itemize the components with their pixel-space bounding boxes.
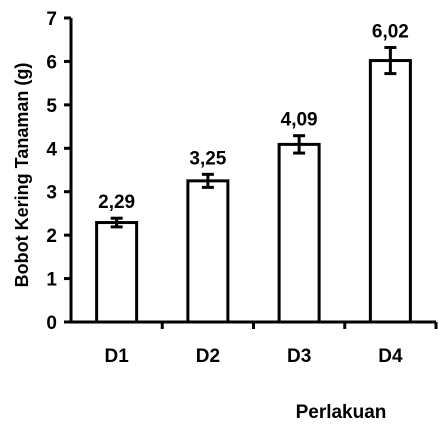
bars-group: 2,29 3,25 4,09 6,02 [95,22,412,324]
data-label-d2: 3,25 [189,148,226,169]
y-tick-label: 1 [46,270,57,291]
bar-d2 [186,179,230,324]
y-axis-ticks: 0 1 2 3 4 5 6 7 [46,9,71,334]
y-tick-label: 4 [46,139,57,160]
x-axis-label: Perlakuan [296,402,387,423]
y-tick-label: 2 [46,226,57,247]
y-tick-label: 6 [46,52,57,73]
y-tick-label: 7 [46,9,57,30]
data-label-d1: 2,29 [98,192,135,213]
y-tick-label: 3 [46,183,57,204]
y-tick-label: 0 [46,313,57,334]
data-label-d3: 4,09 [281,110,318,131]
bar-d1 [95,221,139,324]
y-tick-label: 5 [46,96,57,117]
x-tick-label-d3: D3 [287,346,311,367]
data-label-d4: 6,02 [372,22,409,43]
x-tick-label-d4: D4 [378,346,403,367]
x-tick-label-d2: D2 [196,346,220,367]
bar-d4 [368,59,412,324]
x-tick-label-d1: D1 [104,346,129,367]
x-axis-ticks: D1 D2 D3 D4 [104,322,438,367]
y-axis-label: Bobot Kering Tanaman (g) [12,63,32,288]
bar-d3 [277,142,321,324]
